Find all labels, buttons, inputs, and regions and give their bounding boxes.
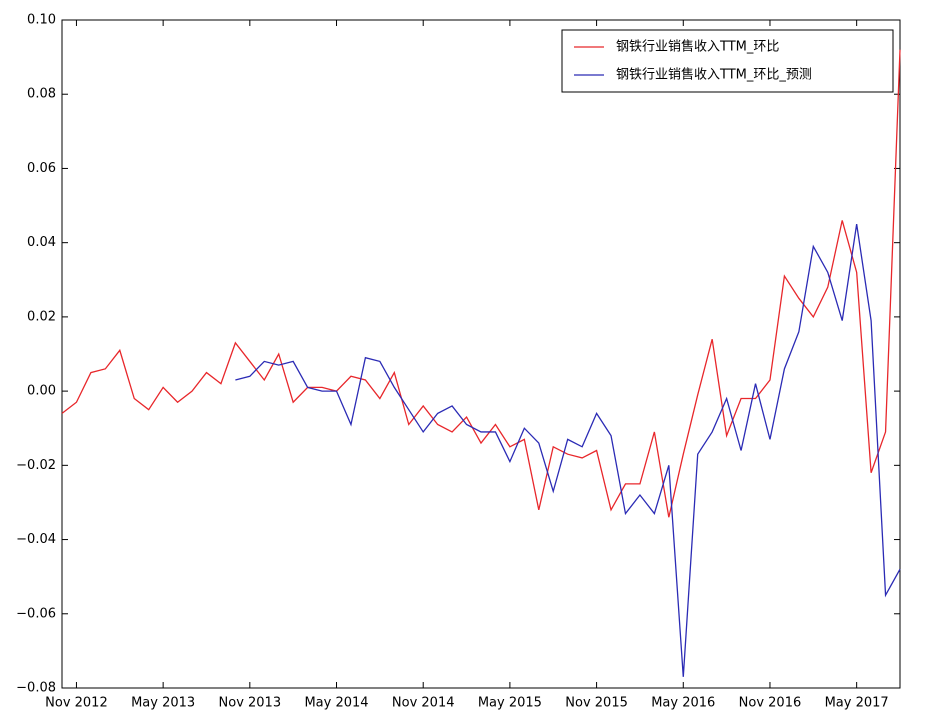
x-tick-label: May 2017 xyxy=(825,696,889,711)
x-tick-label: Nov 2015 xyxy=(565,696,628,711)
legend-label: 钢铁行业销售收入TTM_环比 xyxy=(616,39,779,55)
x-tick-label: Nov 2016 xyxy=(739,696,802,711)
y-tick-label: −0.06 xyxy=(16,606,56,621)
x-tick-label: Nov 2014 xyxy=(392,696,455,711)
plot-frame xyxy=(61,19,901,689)
legend-label: 钢铁行业销售收入TTM_环比_预测 xyxy=(616,67,812,83)
y-tick-label: −0.02 xyxy=(16,458,56,473)
y-tick-label: 0.04 xyxy=(27,235,56,250)
x-tick-label: May 2014 xyxy=(304,696,368,711)
x-tick-label: Nov 2012 xyxy=(45,696,108,711)
y-tick-label: −0.08 xyxy=(16,681,56,696)
y-tick-label: 0.08 xyxy=(27,87,56,102)
legend-box xyxy=(561,29,894,93)
x-tick-label: May 2015 xyxy=(478,696,542,711)
y-tick-label: −0.04 xyxy=(16,532,56,547)
line xyxy=(61,49,901,518)
x-tick-label: May 2016 xyxy=(651,696,715,711)
y-tick-label: 0.02 xyxy=(27,309,56,324)
y-tick-label: 0.10 xyxy=(27,13,56,28)
y-tick-label: 0.00 xyxy=(27,384,56,399)
x-tick-label: May 2013 xyxy=(131,696,195,711)
y-tick-label: 0.06 xyxy=(27,161,56,176)
line xyxy=(235,224,901,677)
x-tick-label: Nov 2013 xyxy=(219,696,282,711)
